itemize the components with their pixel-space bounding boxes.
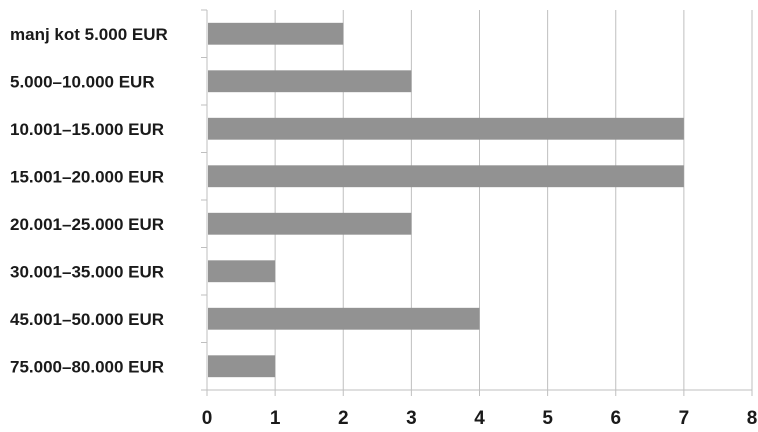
- category-label: 20.001–25.000 EUR: [10, 215, 164, 234]
- x-tick-label: 3: [406, 408, 417, 429]
- x-tick-label: 6: [610, 408, 621, 429]
- x-tick-label: 4: [474, 408, 485, 429]
- category-label: manj kot 5.000 EUR: [10, 25, 168, 44]
- category-label: 75.000–80.000 EUR: [10, 357, 164, 376]
- x-tick-label: 1: [270, 408, 281, 429]
- axes: [201, 9, 753, 396]
- grid-lines: [274, 10, 753, 390]
- bar: [208, 212, 412, 235]
- bar: [208, 70, 412, 93]
- bar: [208, 165, 684, 188]
- x-tick-label: 5: [542, 408, 553, 429]
- bar: [208, 260, 276, 283]
- category-label: 45.001–50.000 EUR: [10, 310, 164, 329]
- bars: [208, 22, 684, 378]
- category-label: 5.000–10.000 EUR: [10, 72, 155, 91]
- category-label: 30.001–35.000 EUR: [10, 262, 164, 281]
- category-label: 15.001–20.000 EUR: [10, 167, 164, 186]
- category-labels: manj kot 5.000 EUR 5.000–10.000 EUR 10.001…: [10, 25, 168, 377]
- x-tick-labels: 0 1 2 3 4 5 6 7 8: [202, 408, 758, 429]
- bar: [208, 117, 684, 140]
- x-tick-label: 7: [679, 408, 690, 429]
- category-label: 10.001–15.000 EUR: [10, 120, 164, 139]
- bar: [208, 307, 480, 330]
- x-tick-label: 0: [202, 408, 213, 429]
- bar: [208, 22, 344, 45]
- x-tick-label: 8: [747, 408, 758, 429]
- x-tick-label: 2: [338, 408, 349, 429]
- bar: [208, 355, 276, 378]
